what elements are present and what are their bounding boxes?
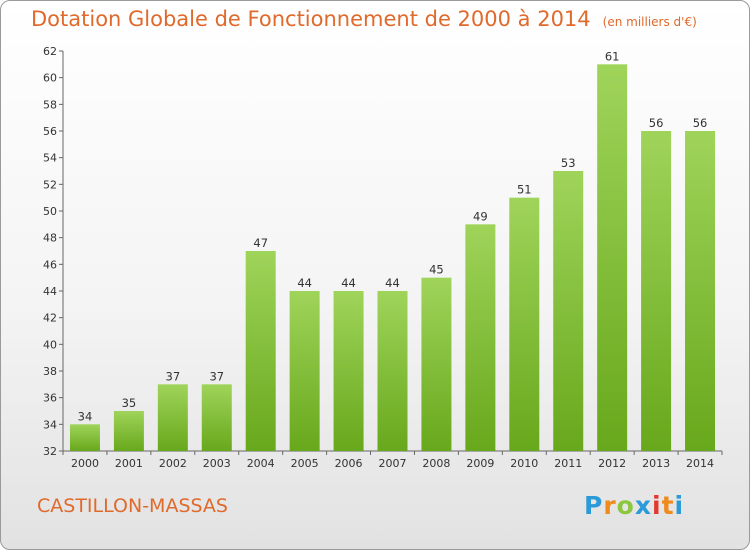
y-tick-label: 54 bbox=[43, 152, 57, 165]
x-tick-label: 2008 bbox=[422, 457, 450, 470]
bar bbox=[157, 384, 188, 451]
logo-letter: t bbox=[661, 491, 675, 520]
data-label: 37 bbox=[209, 369, 224, 383]
x-tick-label: 2012 bbox=[598, 457, 626, 470]
y-tick-label: 42 bbox=[43, 312, 57, 325]
logo-letter: x bbox=[634, 491, 652, 520]
y-tick-label: 38 bbox=[43, 365, 57, 378]
bar bbox=[509, 197, 540, 451]
data-label: 56 bbox=[649, 116, 664, 130]
y-tick-label: 36 bbox=[43, 392, 57, 405]
bar bbox=[245, 251, 276, 451]
bar bbox=[641, 131, 672, 451]
data-label: 35 bbox=[122, 396, 137, 410]
x-tick-label: 2001 bbox=[115, 457, 143, 470]
logo-letter: r bbox=[603, 491, 617, 520]
y-tick-label: 46 bbox=[43, 258, 57, 271]
axes: 32 34 36 38 40 42 44 46 48 50 52 54 56 58 60 62 2000 2001… bbox=[43, 45, 723, 470]
data-label: 44 bbox=[385, 276, 400, 290]
bar bbox=[465, 224, 496, 451]
proxiti-logo: Proxiti bbox=[584, 491, 684, 520]
logo-letter: P bbox=[584, 491, 604, 520]
bar bbox=[377, 291, 408, 451]
data-label: 56 bbox=[693, 116, 708, 130]
bar bbox=[113, 411, 144, 451]
data-label: 51 bbox=[517, 183, 532, 197]
data-label: 45 bbox=[429, 263, 444, 277]
y-tick-label: 44 bbox=[43, 285, 57, 298]
data-label: 37 bbox=[166, 369, 181, 383]
data-label: 44 bbox=[297, 276, 312, 290]
bar bbox=[289, 291, 320, 451]
bar bbox=[333, 291, 364, 451]
chart-title: Dotation Globale de Fonctionnement de 20… bbox=[31, 7, 697, 31]
y-tick-label: 50 bbox=[43, 205, 57, 218]
y-tick-label: 56 bbox=[43, 125, 57, 138]
data-label: 53 bbox=[561, 156, 576, 170]
x-tick-label: 2009 bbox=[466, 457, 494, 470]
x-tick-label: 2002 bbox=[159, 457, 187, 470]
data-label: 44 bbox=[341, 276, 356, 290]
chart-subtitle: (en milliers d'€) bbox=[602, 15, 697, 29]
bar bbox=[685, 131, 716, 451]
logo-letter: o bbox=[616, 491, 635, 520]
y-tick-label: 52 bbox=[43, 178, 57, 191]
bar bbox=[69, 424, 100, 451]
chart-title-text: Dotation Globale de Fonctionnement de 20… bbox=[31, 7, 591, 31]
data-label: 49 bbox=[473, 209, 488, 223]
y-tick-label: 34 bbox=[43, 418, 57, 431]
data-label: 61 bbox=[605, 49, 620, 63]
data-label: 34 bbox=[78, 409, 93, 423]
y-tick-label: 62 bbox=[43, 45, 57, 58]
logo-letter: i bbox=[674, 491, 685, 520]
x-tick-label: 2013 bbox=[642, 457, 670, 470]
commune-name: CASTILLON-MASSAS bbox=[37, 495, 228, 517]
x-tick-label: 2014 bbox=[686, 457, 714, 470]
y-tick-label: 60 bbox=[43, 72, 57, 85]
bars bbox=[69, 64, 716, 452]
x-tick-label: 2000 bbox=[71, 457, 99, 470]
bar bbox=[553, 171, 584, 451]
data-label: 47 bbox=[253, 236, 268, 250]
x-tick-label: 2003 bbox=[203, 457, 231, 470]
x-tick-label: 2004 bbox=[247, 457, 275, 470]
x-tick-label: 2007 bbox=[379, 457, 407, 470]
y-tick-label: 48 bbox=[43, 232, 57, 245]
x-tick-label: 2011 bbox=[554, 457, 582, 470]
y-tick-label: 58 bbox=[43, 98, 57, 111]
x-tick-label: 2005 bbox=[291, 457, 319, 470]
data-labels: 34 35 37 37 47 44 44 44 45 49 51 53 61 56 56 bbox=[78, 49, 708, 423]
logo-letter: i bbox=[652, 491, 662, 520]
bar bbox=[597, 64, 628, 452]
bar bbox=[421, 277, 452, 451]
y-tick-label: 32 bbox=[43, 445, 57, 458]
x-tick-label: 2010 bbox=[510, 457, 538, 470]
y-tick-label: 40 bbox=[43, 338, 57, 351]
bar bbox=[201, 384, 232, 451]
x-tick-label: 2006 bbox=[335, 457, 363, 470]
